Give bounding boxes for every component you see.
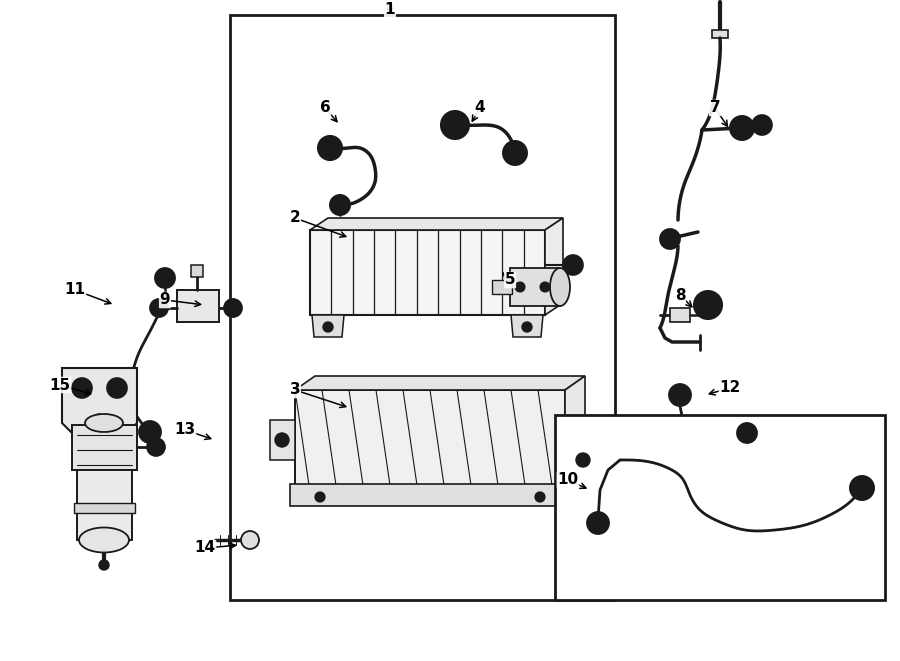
- Text: 1: 1: [385, 3, 395, 17]
- Ellipse shape: [79, 527, 129, 553]
- Circle shape: [850, 476, 874, 500]
- Text: 8: 8: [675, 288, 685, 303]
- Circle shape: [155, 268, 175, 288]
- Circle shape: [736, 122, 748, 134]
- Bar: [492, 280, 512, 294]
- Bar: [555, 415, 885, 600]
- Circle shape: [224, 299, 242, 317]
- Text: 7: 7: [710, 100, 720, 116]
- Circle shape: [441, 111, 469, 139]
- Circle shape: [93, 414, 105, 426]
- Polygon shape: [545, 218, 563, 315]
- Bar: [191, 265, 203, 277]
- Text: 4: 4: [474, 100, 485, 116]
- Circle shape: [540, 282, 550, 292]
- Text: 2: 2: [290, 210, 301, 225]
- Circle shape: [752, 115, 772, 135]
- Polygon shape: [62, 368, 137, 438]
- Text: 12: 12: [719, 381, 741, 395]
- Polygon shape: [565, 376, 585, 492]
- Circle shape: [509, 147, 521, 159]
- Polygon shape: [565, 416, 600, 490]
- Bar: [510, 268, 560, 306]
- Circle shape: [701, 298, 715, 312]
- Text: 13: 13: [175, 422, 195, 438]
- Circle shape: [587, 512, 609, 534]
- Ellipse shape: [85, 414, 123, 432]
- Bar: [77, 470, 132, 540]
- Bar: [712, 30, 728, 38]
- Bar: [310, 230, 545, 315]
- Circle shape: [315, 492, 325, 502]
- Circle shape: [150, 299, 168, 317]
- Circle shape: [324, 142, 336, 154]
- Polygon shape: [511, 315, 543, 337]
- Circle shape: [730, 116, 754, 140]
- Ellipse shape: [241, 531, 259, 549]
- Circle shape: [535, 492, 545, 502]
- Text: 6: 6: [320, 100, 330, 116]
- Circle shape: [72, 378, 92, 398]
- Circle shape: [675, 390, 685, 400]
- Circle shape: [323, 322, 333, 332]
- Bar: [230, 15, 615, 600]
- Circle shape: [330, 195, 350, 215]
- Circle shape: [145, 427, 155, 437]
- Circle shape: [515, 282, 525, 292]
- Text: 14: 14: [194, 541, 216, 555]
- Polygon shape: [295, 376, 585, 390]
- Circle shape: [147, 438, 165, 456]
- Circle shape: [335, 200, 345, 210]
- Circle shape: [448, 118, 462, 132]
- Circle shape: [139, 421, 161, 443]
- Circle shape: [113, 384, 121, 392]
- Circle shape: [107, 378, 127, 398]
- Text: 9: 9: [159, 293, 170, 307]
- Polygon shape: [312, 315, 344, 337]
- Circle shape: [318, 136, 342, 160]
- Bar: [670, 308, 690, 322]
- Ellipse shape: [550, 268, 570, 306]
- Circle shape: [576, 453, 590, 467]
- Bar: [290, 484, 570, 506]
- Circle shape: [563, 255, 583, 275]
- Polygon shape: [270, 420, 295, 460]
- Circle shape: [78, 384, 86, 392]
- Circle shape: [155, 304, 163, 312]
- Text: 10: 10: [557, 473, 579, 488]
- Circle shape: [275, 433, 289, 447]
- Polygon shape: [310, 218, 563, 230]
- Circle shape: [694, 291, 722, 319]
- Circle shape: [856, 482, 868, 494]
- Bar: [72, 425, 137, 470]
- Circle shape: [99, 560, 109, 570]
- Text: 11: 11: [65, 282, 86, 297]
- Circle shape: [737, 423, 757, 443]
- Circle shape: [669, 384, 691, 406]
- Circle shape: [660, 229, 680, 249]
- Text: 15: 15: [50, 377, 70, 393]
- Circle shape: [522, 322, 532, 332]
- Text: 3: 3: [290, 383, 301, 397]
- Bar: [74, 503, 135, 513]
- Circle shape: [568, 260, 578, 270]
- Circle shape: [503, 141, 527, 165]
- Text: 5: 5: [505, 272, 516, 288]
- Bar: [177, 290, 219, 322]
- Bar: [295, 390, 565, 492]
